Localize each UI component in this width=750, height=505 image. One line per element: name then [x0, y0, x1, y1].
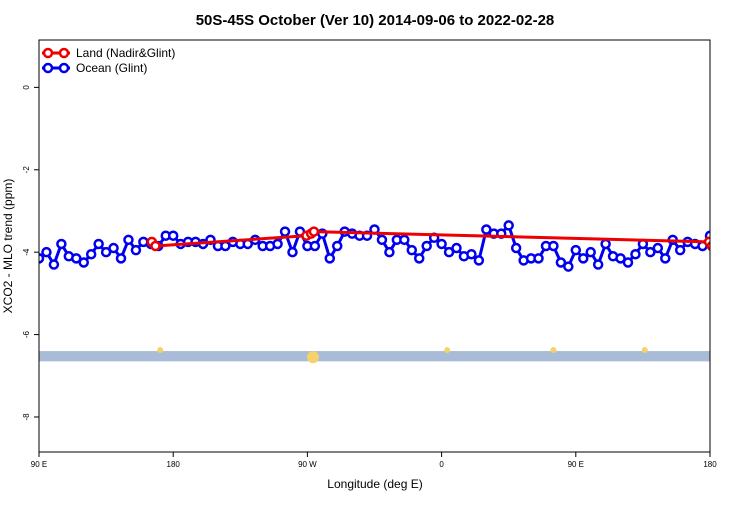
- data-point: [713, 232, 721, 240]
- series-layer: [39, 220, 729, 272]
- x-tick-label: 90 W: [298, 460, 317, 469]
- data-point: [570, 244, 582, 256]
- data-point: [652, 242, 664, 254]
- data-point: [503, 220, 514, 231]
- land-coverage-marker: [306, 351, 319, 364]
- data-point: [585, 246, 596, 258]
- data-point: [578, 253, 589, 264]
- data-point: [674, 244, 686, 256]
- y-tick-label: -4: [22, 248, 31, 256]
- data-point: [645, 246, 656, 258]
- y-tick-label: -6: [22, 330, 31, 338]
- legend-label-ocean: Ocean (Glint): [76, 61, 147, 75]
- data-point: [100, 246, 112, 258]
- legend-marker-ocean: [42, 62, 54, 74]
- data-point: [108, 242, 119, 254]
- data-point: [481, 224, 492, 235]
- data-point: [376, 234, 388, 246]
- data-point: [272, 238, 283, 250]
- data-point: [324, 253, 336, 264]
- data-point: [451, 242, 462, 254]
- legend: Land (Nadir&Glint) Ocean (Glint): [42, 46, 175, 75]
- data-point: [167, 230, 179, 241]
- data-point: [308, 226, 320, 237]
- legend-entry-ocean: Ocean (Glint): [42, 61, 147, 75]
- data-point: [592, 259, 604, 270]
- data-point: [93, 238, 104, 250]
- land-coverage-marker: [550, 347, 557, 354]
- data-point: [406, 244, 418, 256]
- legend-marker-ocean: [58, 62, 70, 74]
- legend-marker-land: [58, 47, 70, 59]
- x-tick-label: 180: [703, 460, 717, 469]
- land-coverage-marker: [157, 347, 164, 354]
- y-tick-label: -2: [22, 166, 31, 174]
- data-point: [150, 240, 161, 252]
- data-point: [510, 242, 522, 254]
- plot-frame: [38, 39, 711, 453]
- x-tick-label: 90 E: [31, 460, 47, 469]
- data-point: [436, 238, 447, 250]
- legend-label-land: Land (Nadir&Glint): [76, 46, 175, 60]
- legend-entry-land: Land (Nadir&Glint): [42, 46, 175, 60]
- data-point: [48, 259, 60, 270]
- y-axis-label: XCO2 - MLO trend (ppm): [1, 179, 15, 314]
- land-coverage-marker: [641, 347, 648, 354]
- data-point: [466, 248, 477, 260]
- y-tick-label: 0: [22, 85, 31, 90]
- x-tick-label: 0: [439, 460, 444, 469]
- land-coverage-marker: [444, 347, 451, 354]
- data-point: [85, 248, 97, 260]
- data-point: [123, 234, 134, 246]
- data-point: [56, 238, 67, 250]
- data-point: [600, 238, 611, 250]
- data-point: [421, 240, 432, 252]
- data-point: [615, 253, 626, 264]
- data-point: [41, 246, 52, 258]
- x-axis-ticks: 90 E 180 90 W 0 90 E 180: [31, 452, 717, 469]
- data-point: [706, 241, 710, 251]
- series-land-nadir-glint-: [146, 226, 710, 252]
- y-axis-ticks: 0 -2 -4 -6 -8: [22, 85, 39, 421]
- legend-marker-land: [42, 47, 54, 59]
- data-point: [630, 248, 641, 260]
- data-point: [622, 257, 634, 268]
- data-point: [78, 257, 89, 268]
- data-point: [443, 246, 455, 258]
- x-tick-label: 90 E: [568, 460, 584, 469]
- x-axis-label: Longitude (deg E): [327, 477, 422, 491]
- data-point: [39, 253, 45, 264]
- coverage-band-layer: [39, 347, 710, 364]
- chart-title: 50S-45S October (Ver 10) 2014-09-06 to 2…: [196, 12, 555, 29]
- data-point: [660, 253, 671, 264]
- data-point: [287, 246, 298, 258]
- data-point: [309, 240, 321, 252]
- data-point: [115, 253, 127, 264]
- data-point: [384, 246, 395, 258]
- data-point: [279, 226, 291, 237]
- data-point: [563, 261, 574, 272]
- data-point: [130, 244, 142, 256]
- data-point: [533, 253, 544, 264]
- data-point: [413, 253, 425, 264]
- data-point: [721, 240, 729, 248]
- data-point: [555, 257, 567, 268]
- series-ocean-glint-: [39, 220, 729, 272]
- data-point: [331, 240, 343, 252]
- x-tick-label: 180: [167, 460, 181, 469]
- data-point: [473, 255, 485, 266]
- y-tick-label: -8: [22, 413, 31, 421]
- coverage-band: [39, 351, 710, 362]
- data-point: [548, 240, 559, 252]
- data-point: [399, 234, 410, 246]
- data-point: [71, 253, 82, 264]
